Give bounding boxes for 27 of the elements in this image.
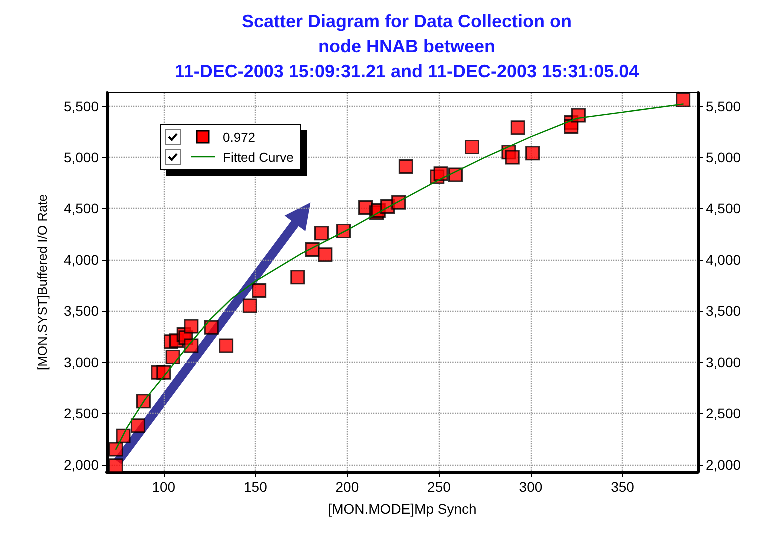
- chart-title: Scatter Diagram for Data Collection on node HNAB between 11-DEC-2003 15:09:31.21 and 11-DEC-2003 15:31:05.04: [174, 12, 640, 82]
- x-tick-label: 100: [152, 479, 176, 495]
- y-tick-label: 3,500: [64, 303, 100, 320]
- y2-tick-label: 3,500: [706, 303, 742, 320]
- y-tick-label: 5,500: [64, 98, 100, 114]
- y2-tick-label: 4,500: [706, 200, 742, 217]
- x-tick-label: 150: [244, 479, 268, 495]
- x-tick-label: 200: [336, 479, 360, 495]
- y2-tick-label: 2,500: [706, 406, 742, 422]
- y-tick-label: 4,000: [64, 252, 100, 268]
- y-tick-label: 2,500: [64, 406, 100, 422]
- y-tick-label: 2,000: [64, 456, 100, 473]
- y-tick-label: 5,000: [64, 150, 100, 166]
- y-tick-label: 3,000: [64, 354, 100, 370]
- x-tick-label: 350: [611, 479, 635, 495]
- x-tick-label: 250: [428, 479, 452, 495]
- y2-tick-label: 4,000: [706, 252, 742, 268]
- x-tick-label: 300: [519, 479, 543, 495]
- x-axis-title: [MON.MODE]Mp Synch: [328, 501, 477, 517]
- y2-tick-label: 5,500: [706, 98, 742, 114]
- legend-label: Fitted Curve: [223, 150, 294, 164]
- y2-tick-label: 5,000: [706, 150, 742, 166]
- y-tick-label: 4,500: [64, 200, 100, 217]
- y2-tick-label: 3,000: [706, 354, 742, 370]
- y2-tick-label: 2,000: [706, 456, 742, 473]
- legend-label: 0.972: [223, 130, 256, 144]
- y-axis-title: [MON.SYST]Buffered I/O Rate: [35, 194, 50, 371]
